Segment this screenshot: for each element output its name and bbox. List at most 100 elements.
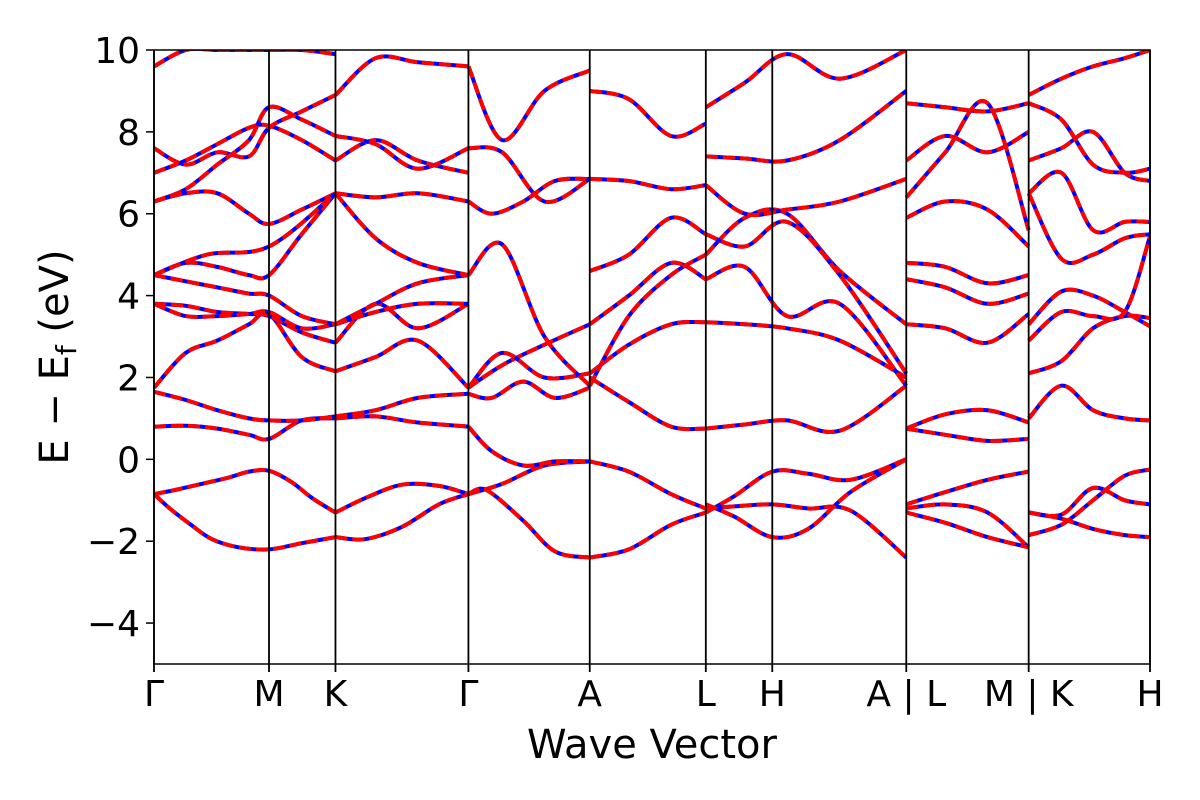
- band-line-dashed: [334, 337, 470, 390]
- x-tick-label: A: [577, 674, 602, 715]
- y-tick-label: 6: [117, 195, 140, 236]
- y-tick-label: 8: [117, 113, 140, 154]
- band-line-solid: [154, 310, 337, 390]
- band-line-dashed: [1028, 485, 1150, 519]
- band-line-57: [335, 191, 469, 204]
- band-line-dashed: [467, 176, 590, 216]
- band-line-dashed: [905, 510, 1030, 550]
- band-line-dashed: [589, 88, 707, 139]
- band-line-3: [334, 481, 469, 515]
- band-line-10: [705, 457, 908, 540]
- band-line-74: [905, 199, 1031, 248]
- y-axis-title-unit: (eV): [32, 249, 78, 345]
- x-tick-label: H: [759, 674, 786, 715]
- band-line-27: [154, 310, 337, 390]
- band-line-68: [466, 65, 591, 143]
- band-line-dashed: [154, 191, 337, 277]
- band-line-61: [154, 104, 337, 204]
- y-tick-label: 10: [94, 31, 140, 72]
- band-line-dashed: [905, 407, 1030, 431]
- band-line-46: [704, 263, 908, 387]
- band-line-77: [904, 99, 1031, 231]
- band-line-41: [588, 260, 707, 326]
- band-line-dashed: [589, 215, 707, 273]
- band-line-64: [154, 50, 336, 69]
- band-line-dashed: [905, 469, 1030, 507]
- y-axis: −4 −2 0 2 4 6 8 10: [87, 31, 154, 645]
- band-line-dashed: [1027, 169, 1150, 235]
- band-line-69: [589, 176, 707, 192]
- band-line-solid: [467, 486, 591, 560]
- band-line-dashed: [154, 389, 336, 423]
- plot-frame: [153, 49, 1151, 665]
- band-line-dashed: [1027, 50, 1150, 97]
- band-line-13: [905, 510, 1030, 550]
- band-line-dashed: [588, 252, 707, 387]
- band-line-66: [467, 176, 590, 216]
- band-line-80: [1027, 169, 1150, 235]
- band-line-63: [334, 54, 469, 97]
- band-line-dashed: [154, 301, 337, 345]
- band-line-22: [588, 375, 706, 432]
- band-line-solid: [154, 468, 337, 515]
- band-line-dashed: [467, 322, 591, 390]
- band-line-9: [704, 457, 908, 515]
- band-line-31: [154, 301, 336, 331]
- band-line-54: [1027, 235, 1150, 343]
- band-line-dashed: [589, 510, 707, 560]
- band-line-dashed: [1028, 467, 1150, 538]
- band-line-dashed: [1028, 129, 1150, 183]
- band-line-37: [467, 322, 591, 390]
- y-tick-label: 4: [117, 277, 140, 318]
- band-line-dashed: [705, 89, 908, 164]
- band-line-73: [704, 50, 908, 109]
- band-line-65: [154, 191, 337, 277]
- band-line-28: [334, 337, 470, 390]
- band-line-dashed: [335, 191, 469, 204]
- x-tick-label: M | K: [984, 674, 1075, 715]
- band-line-47: [704, 207, 908, 326]
- band-line-dashed: [905, 426, 1029, 444]
- y-tick-label: −4: [87, 604, 140, 645]
- band-line-2: [154, 468, 337, 515]
- band-line-42: [588, 319, 706, 376]
- band-line-35: [334, 273, 469, 327]
- band-line-dashed: [466, 425, 590, 468]
- band-line-dashed: [466, 240, 592, 388]
- bands-layer: [154, 50, 1150, 560]
- band-line-1: [335, 492, 470, 542]
- band-line-23: [705, 384, 908, 434]
- band-line-solid: [705, 89, 908, 164]
- x-tick-label: M: [253, 674, 284, 715]
- band-line-39: [466, 240, 592, 388]
- band-line-dashed: [905, 130, 1030, 163]
- band-line-24: [905, 407, 1030, 431]
- band-line-dashed: [154, 492, 336, 552]
- band-line-solid: [588, 319, 706, 376]
- band-line-dashed: [154, 189, 337, 227]
- x-axis-title: Wave Vector: [527, 722, 778, 768]
- band-line-43: [588, 252, 707, 387]
- band-line-72: [705, 89, 908, 164]
- band-line-49: [906, 312, 1030, 345]
- band-line-solid: [588, 375, 706, 432]
- band-line-dashed: [154, 93, 337, 167]
- band-line-76: [906, 101, 1030, 114]
- band-line-11: [905, 469, 1030, 507]
- y-tick-label: 2: [117, 358, 140, 399]
- band-line-81: [1027, 101, 1150, 175]
- band-line-solid: [1027, 383, 1150, 423]
- band-line-dashed: [905, 199, 1031, 248]
- band-line-dashed: [589, 459, 707, 511]
- band-line-dashed: [334, 273, 469, 327]
- band-line-dashed: [588, 260, 707, 326]
- band-line-dashed: [333, 191, 469, 278]
- band-line-7: [589, 510, 707, 560]
- band-line-dashed: [335, 492, 470, 542]
- band-line-50: [905, 277, 1030, 306]
- band-line-dashed: [154, 104, 337, 204]
- band-line-dashed: [906, 101, 1030, 114]
- band-line-dashed: [1027, 235, 1150, 343]
- band-line-5: [467, 486, 591, 560]
- band-line-dashed: [334, 301, 470, 345]
